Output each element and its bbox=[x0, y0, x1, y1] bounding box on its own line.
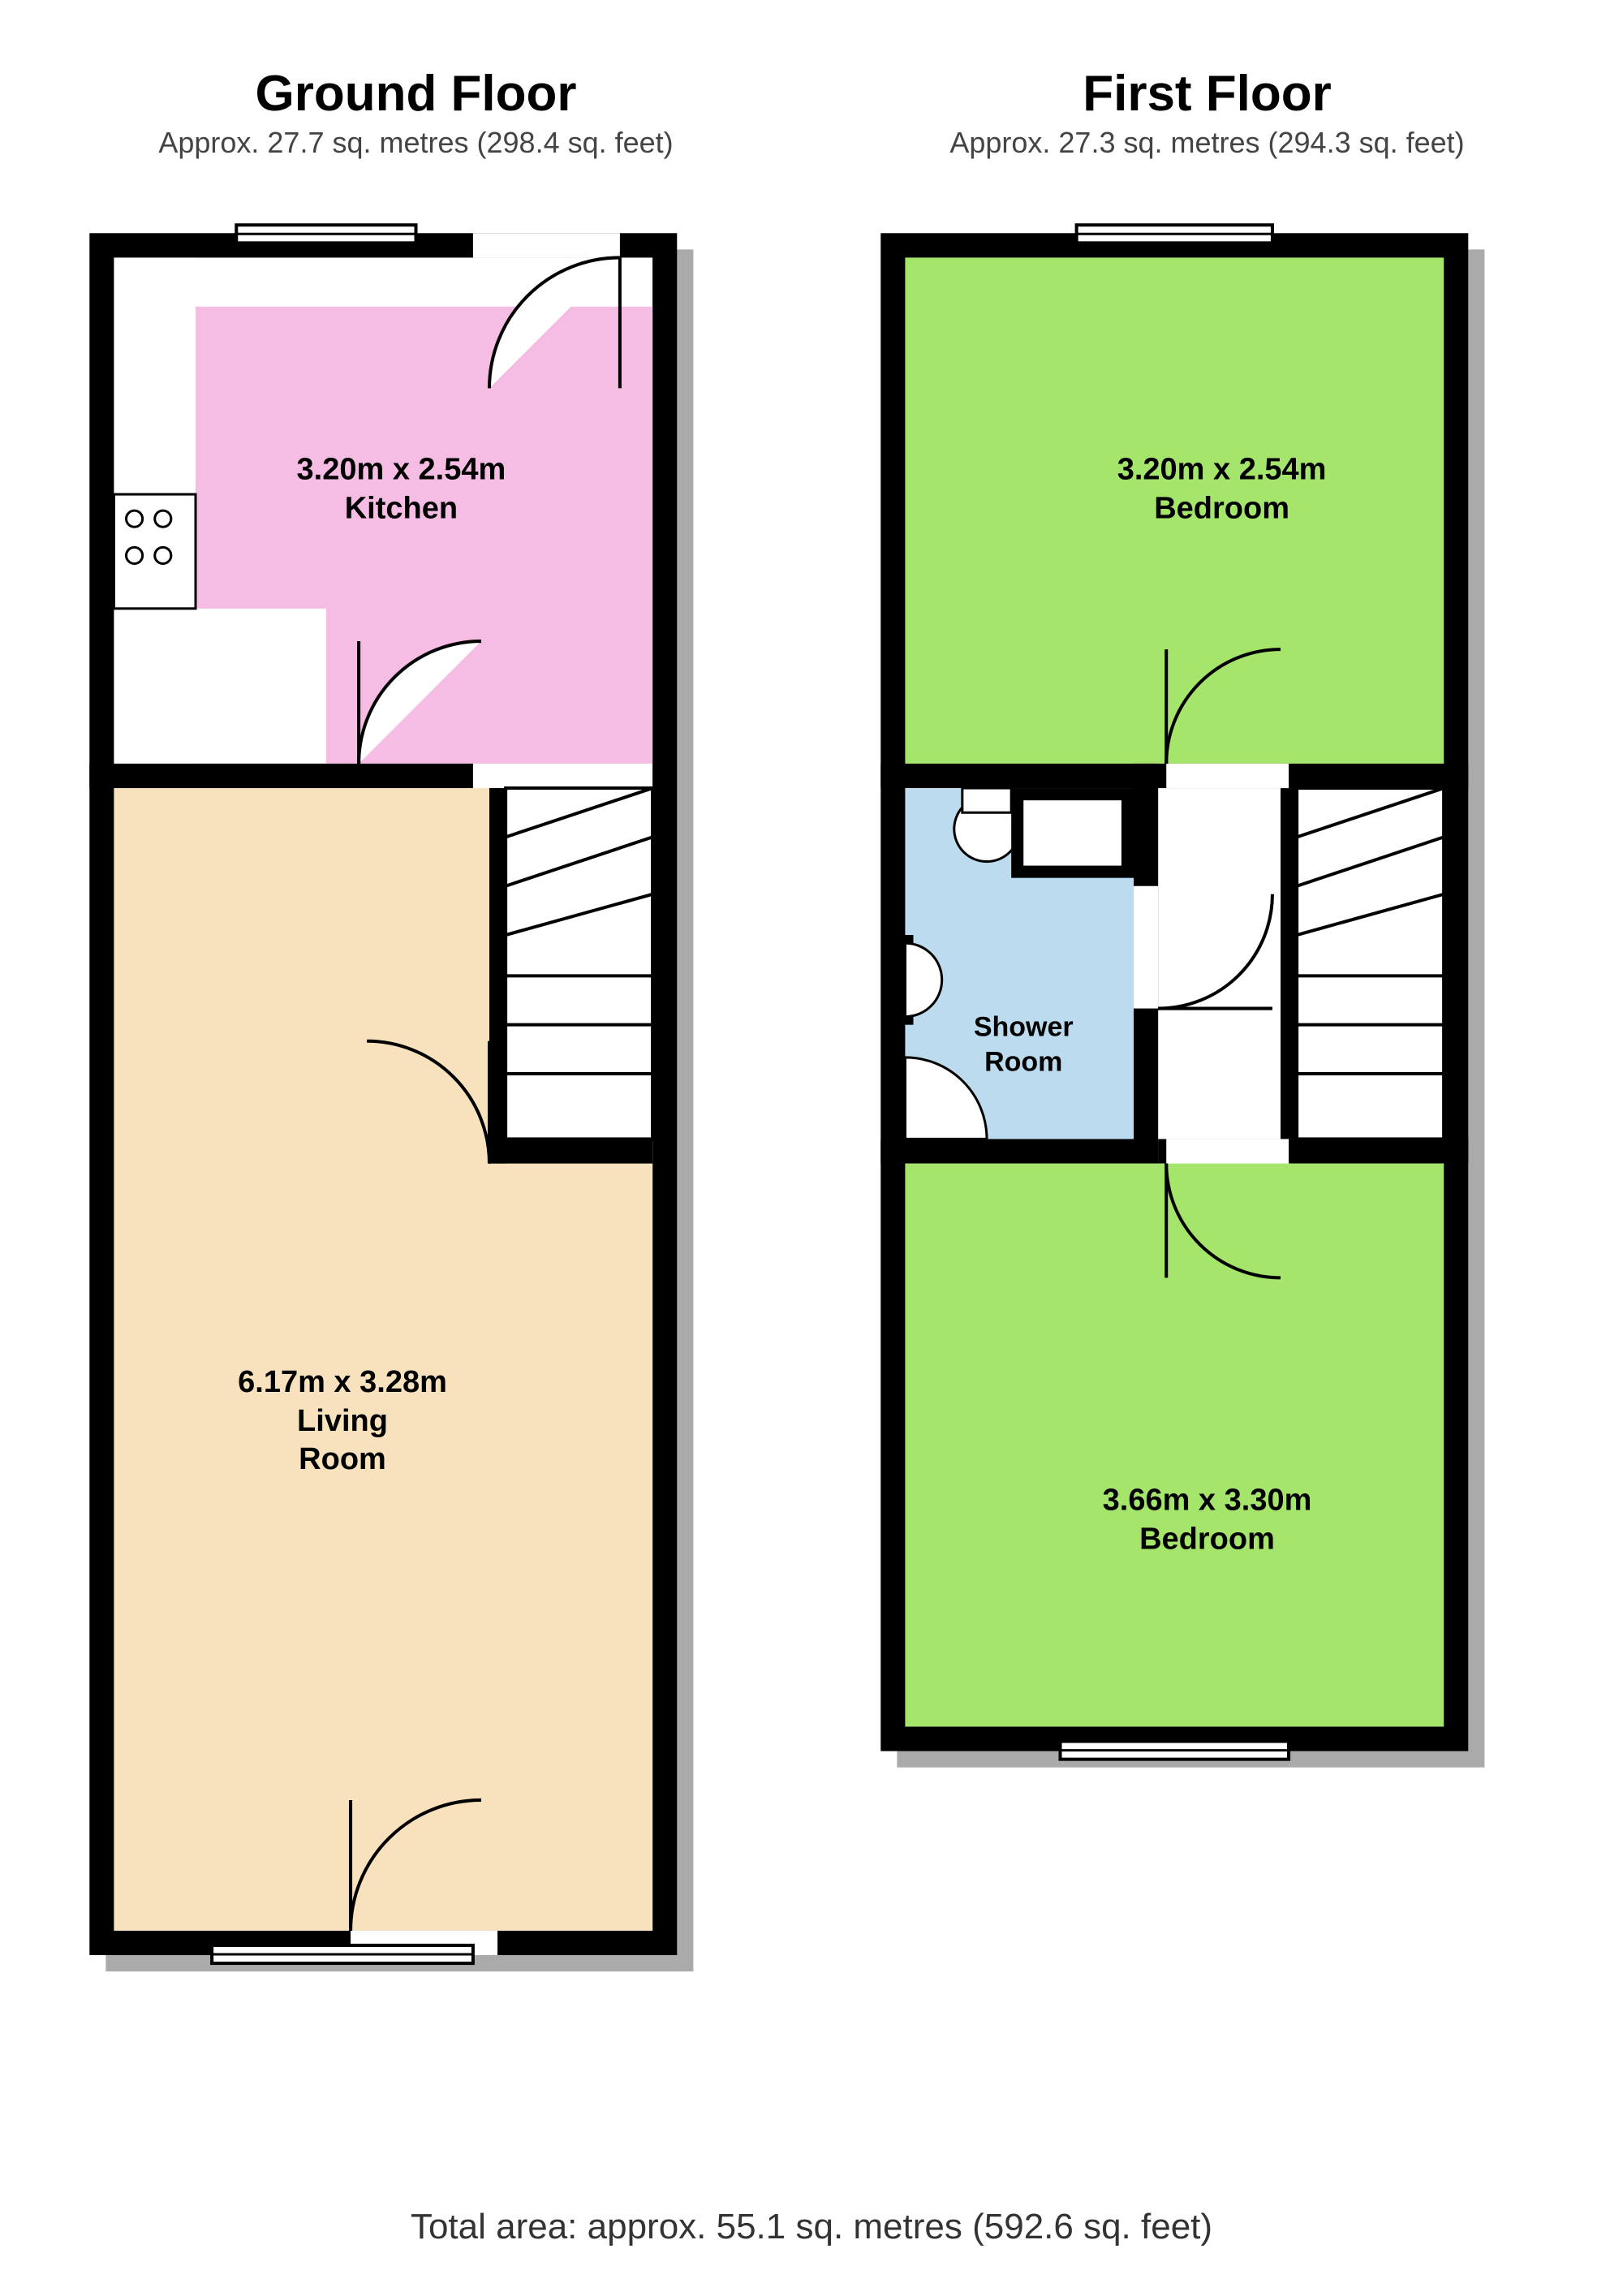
ground-floor-subtitle: Approx. 27.7 sq. metres (298.4 sq. feet) bbox=[158, 126, 673, 160]
bedroom2-label: 3.66m x 3.30m Bedroom bbox=[1103, 1482, 1312, 1559]
first-floor-column: First Floor Approx. 27.3 sq. metres (294… bbox=[840, 65, 1574, 2174]
stairs-icon bbox=[489, 788, 652, 1164]
bedroom1-dimensions: 3.20m x 2.54m bbox=[1117, 453, 1327, 487]
window-icon bbox=[1077, 225, 1272, 243]
kitchen-dimensions: 3.20m x 2.54m bbox=[297, 453, 506, 487]
first-floor-title: First Floor bbox=[1083, 65, 1332, 123]
shower-label: ShowerRoom bbox=[974, 1010, 1074, 1079]
floors-row: Ground Floor Approx. 27.7 sq. metres (29… bbox=[49, 65, 1574, 2174]
total-area-text: Total area: approx. 55.1 sq. metres (592… bbox=[49, 2207, 1574, 2247]
living-label: 6.17m x 3.28m LivingRoom bbox=[238, 1363, 447, 1480]
window-icon bbox=[1061, 1742, 1289, 1760]
ground-floor-plan: 3.20m x 2.54m Kitchen 6.17m x 3.28m Livi… bbox=[49, 192, 783, 2174]
ground-floor-title: Ground Floor bbox=[255, 65, 576, 123]
window-icon bbox=[212, 1945, 473, 1963]
kitchen-label: 3.20m x 2.54m Kitchen bbox=[297, 451, 506, 528]
bedroom2-dimensions: 3.66m x 3.30m bbox=[1103, 1484, 1312, 1518]
kitchen-name: Kitchen bbox=[345, 491, 458, 525]
bedroom2-name: Bedroom bbox=[1139, 1522, 1275, 1556]
floorplan-page: Ground Floor Approx. 27.7 sq. metres (29… bbox=[0, 0, 1623, 2296]
living-dimensions: 6.17m x 3.28m bbox=[238, 1365, 447, 1399]
first-floor-plan: 3.20m x 2.54m Bedroom ShowerRoom 3.66m x… bbox=[840, 192, 1574, 2174]
ground-floor-column: Ground Floor Approx. 27.7 sq. metres (29… bbox=[49, 65, 783, 2174]
first-floor-subtitle: Approx. 27.3 sq. metres (294.3 sq. feet) bbox=[949, 126, 1464, 160]
stairs-icon bbox=[1281, 788, 1444, 1139]
shower-name: ShowerRoom bbox=[974, 1012, 1074, 1078]
bedroom1-label: 3.20m x 2.54m Bedroom bbox=[1117, 451, 1327, 528]
living-name: LivingRoom bbox=[297, 1403, 388, 1476]
bedroom1-name: Bedroom bbox=[1154, 491, 1289, 525]
window-icon bbox=[236, 225, 415, 243]
